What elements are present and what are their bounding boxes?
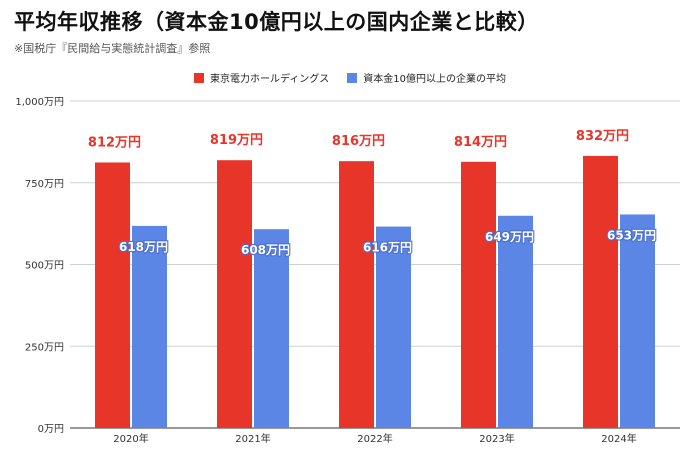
y-tick-label: 0万円 [38, 424, 64, 435]
bars [95, 155, 655, 428]
bar-tepco [95, 162, 130, 428]
data-label-average: 616万円 [363, 241, 412, 255]
data-label-tepco: 814万円 [454, 135, 507, 150]
data-label-average: 649万円 [485, 230, 534, 244]
y-tick-label: 500万円 [25, 261, 64, 272]
data-label-average: 608万円 [241, 243, 290, 257]
bar-tepco [217, 160, 252, 428]
legend-item-average: 資本金10億円以上の企業の平均 [347, 70, 506, 85]
bar-tepco [339, 161, 374, 428]
data-label-tepco: 819万円 [210, 133, 263, 148]
data-labels: 812万円 618万円 819万円 608万円 816万円 616万円 814万円 649万円… [88, 129, 657, 258]
legend-swatch-tepco [193, 72, 204, 83]
y-axis-ticks: 0万円 250万円 500万円 750万円 1,000万円 [15, 97, 64, 435]
bar-tepco [461, 161, 496, 428]
bar-average [132, 225, 167, 428]
bar-tepco [583, 155, 618, 428]
bar-average [376, 226, 411, 428]
x-tick-label: 2021年 [235, 432, 270, 445]
y-tick-label: 1,000万円 [15, 97, 64, 108]
chart-title: 平均年収推移（資本金10億円以上の国内企業と比較） [14, 10, 539, 34]
bar-average [620, 214, 655, 428]
x-tick-label: 2024年 [601, 432, 636, 445]
source-note: ※国税庁『民間給与実態統計調査』参照 [14, 42, 211, 55]
x-tick-label: 2023年 [479, 432, 514, 445]
data-label-average: 653万円 [607, 228, 656, 242]
legend-swatch-average [347, 72, 358, 83]
y-tick-label: 750万円 [25, 179, 64, 190]
x-tick-label: 2020年 [113, 432, 148, 445]
legend-item-tepco: 東京電力ホールディングス [193, 70, 330, 85]
data-label-tepco: 816万円 [332, 134, 385, 149]
data-label-tepco: 812万円 [88, 135, 141, 150]
gridlines [70, 100, 680, 429]
legend: 東京電力ホールディングス 資本金10億円以上の企業の平均 [0, 70, 700, 85]
bar-average [498, 215, 533, 428]
x-axis-ticks: 2020年 2021年 2022年 2023年 2024年 [113, 432, 636, 445]
legend-label-average: 資本金10億円以上の企業の平均 [363, 74, 507, 85]
x-tick-label: 2022年 [357, 432, 392, 445]
data-label-average: 618万円 [119, 240, 168, 254]
y-tick-label: 250万円 [25, 342, 64, 353]
data-label-tepco: 832万円 [576, 129, 629, 144]
bar-average [254, 229, 289, 428]
legend-label-tepco: 東京電力ホールディングス [209, 74, 330, 85]
